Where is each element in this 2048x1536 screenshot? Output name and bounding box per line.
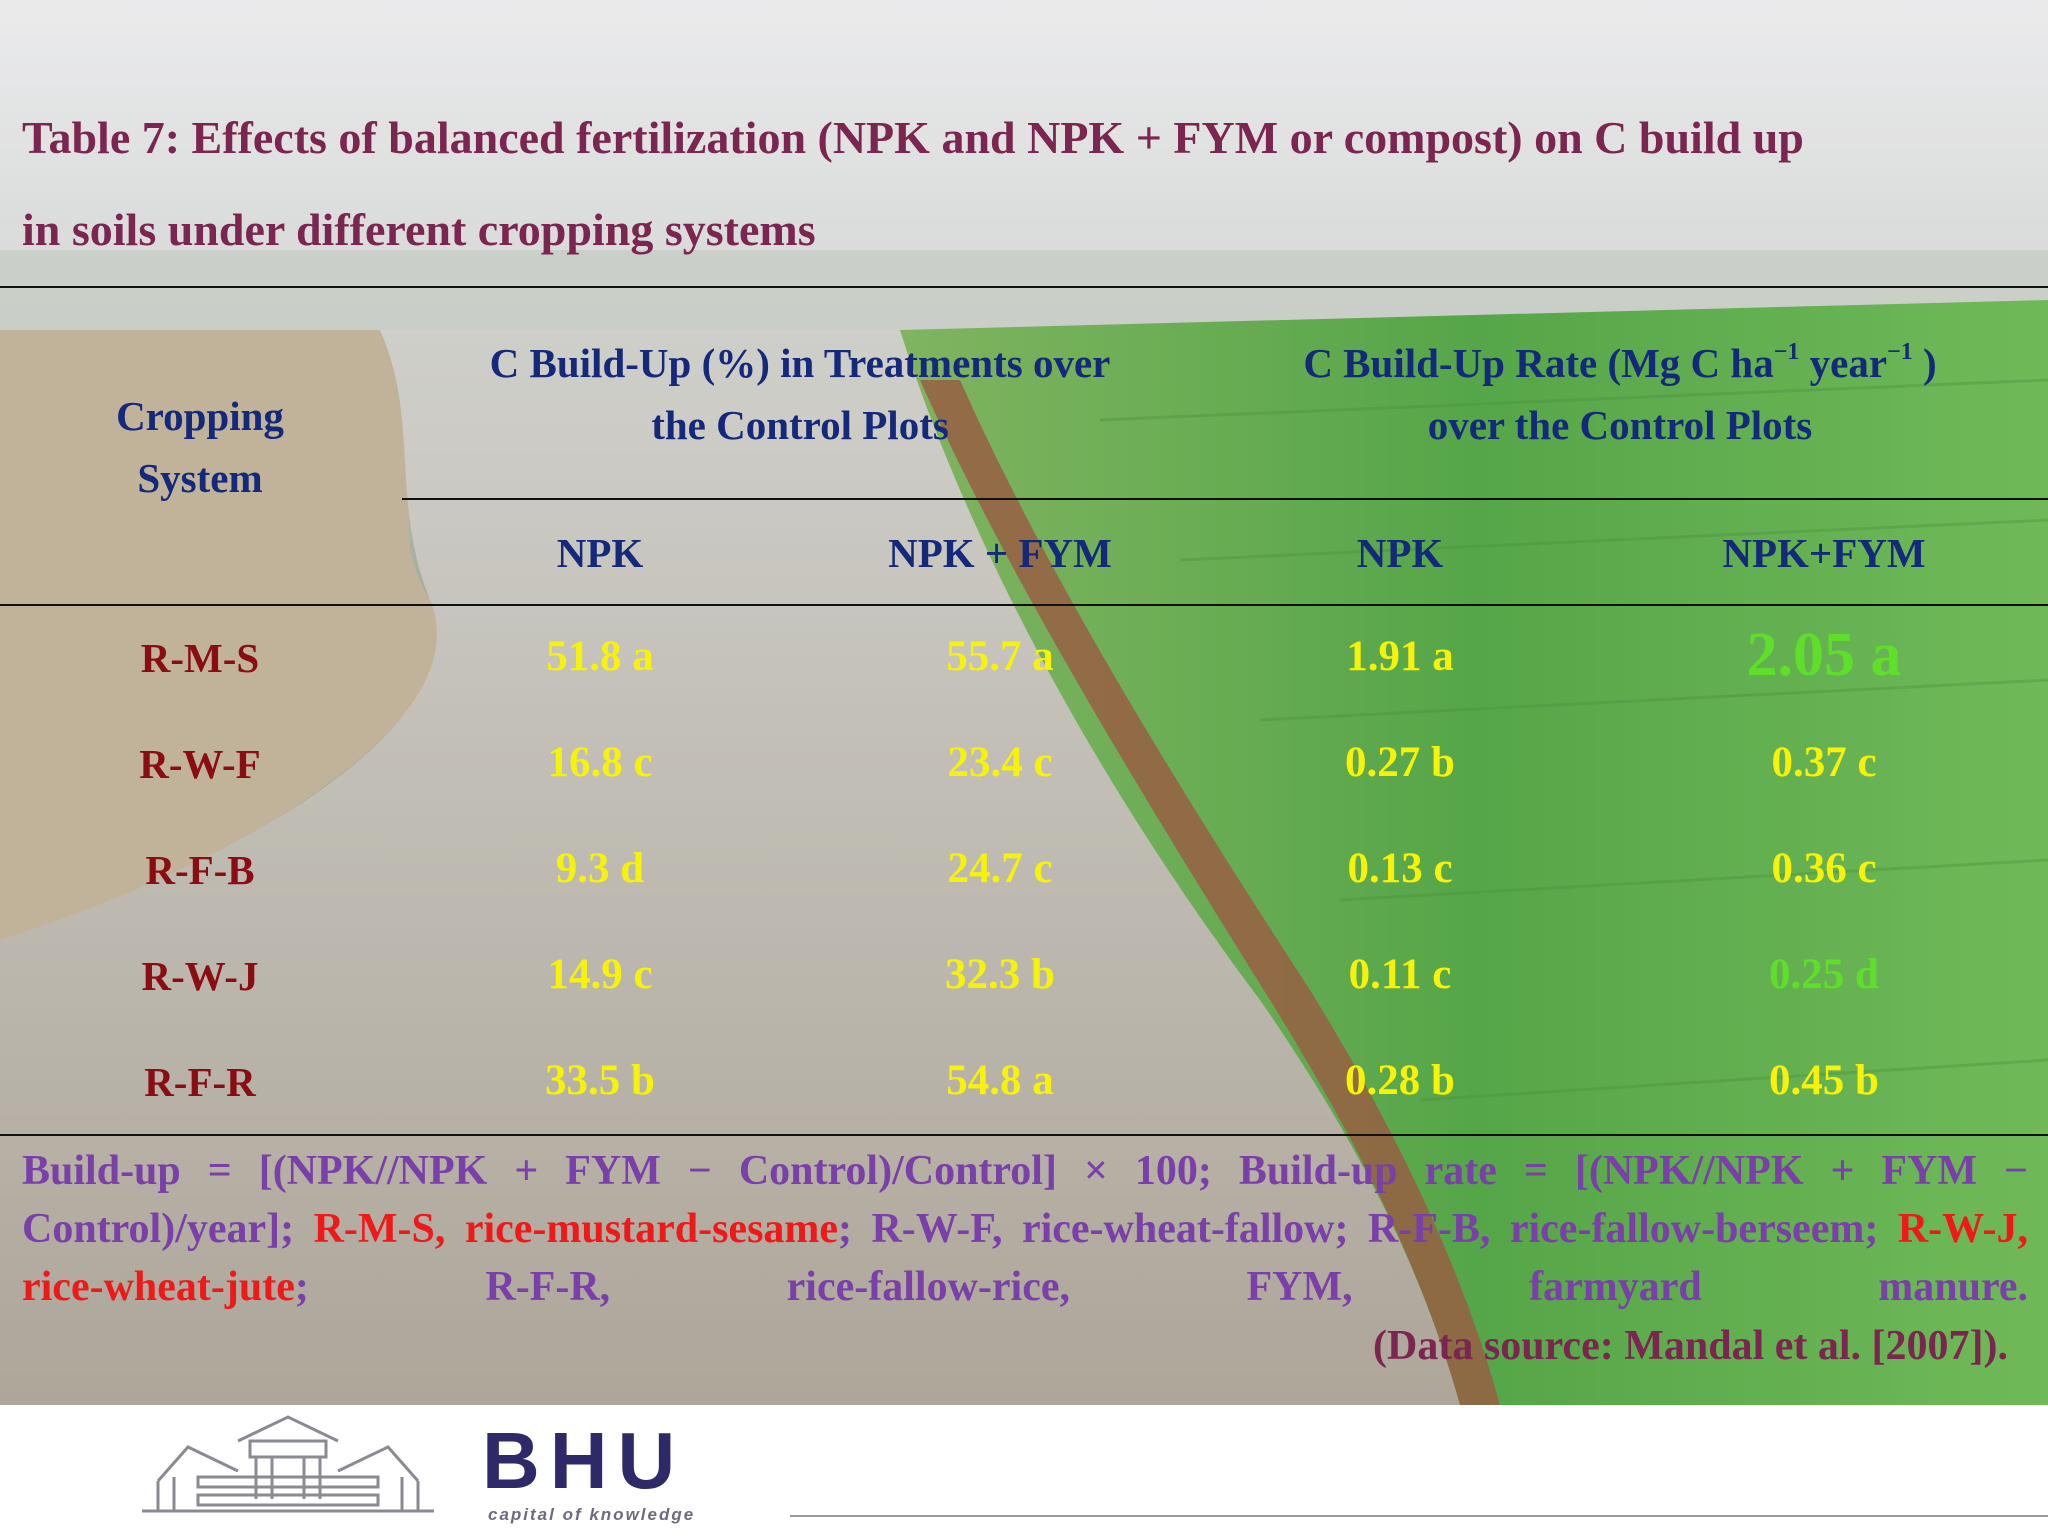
- footnote-rms: R-M-S, rice-mustard-sesame: [313, 1206, 839, 1252]
- header-build-up-percent: C Build-Up (%) in Treatments over the Con…: [489, 340, 1111, 448]
- row-label: R-W-J: [141, 953, 259, 999]
- subheader-npk-fym-percent: NPK + FYM: [888, 530, 1112, 576]
- cell-npk-rate: 0.27 b: [1345, 739, 1455, 786]
- header-bottom-rule: [0, 604, 2048, 606]
- footer-divider: [790, 1515, 2048, 1517]
- row-label: R-F-R: [144, 1059, 256, 1105]
- cell-npk-fym-rate: 0.36 c: [1771, 845, 1877, 892]
- cell-npk-fym-rate: 0.37 c: [1771, 739, 1877, 786]
- row-label: R-M-S: [140, 635, 260, 681]
- cell-npk-percent: 9.3 d: [555, 845, 645, 892]
- slide-title: Table 7: Effects of balanced fertilizati…: [22, 92, 2032, 276]
- cell-npk-rate: 0.28 b: [1345, 1057, 1455, 1104]
- subheader-npk-percent: NPK: [556, 530, 644, 576]
- title-line-1: Table 7: Effects of balanced fertilizati…: [22, 112, 1804, 163]
- bhu-building-icon: [142, 1415, 434, 1513]
- data-source: (Data source: Mandal et al. [2007]).: [1373, 1323, 2008, 1369]
- bhu-logo-text: BHU: [482, 1416, 686, 1505]
- table-bottom-rule: [0, 1134, 2048, 1136]
- subheader-npk-fym-rate: NPK+FYM: [1722, 530, 1926, 576]
- cell-npk-percent: 14.9 c: [547, 951, 653, 998]
- row-label: R-W-F: [139, 741, 261, 787]
- table-top-rule: [0, 286, 2048, 288]
- row-label: R-F-B: [145, 847, 255, 893]
- footnote-rwj: R-W-J, rice-wheat-jute: [22, 1206, 2028, 1310]
- cell-npk-rate: 0.13 c: [1347, 845, 1453, 892]
- cell-npk-fym-rate: 0.25 d: [1769, 951, 1879, 998]
- cell-npk-percent: 16.8 c: [547, 739, 653, 786]
- cell-npk-fym-percent: 23.4 c: [947, 739, 1053, 786]
- header-build-up-rate: C Build-Up Rate (Mg C ha−1 year−1 ) over …: [1303, 339, 1937, 448]
- cell-npk-fym-percent: 24.7 c: [947, 845, 1053, 892]
- cell-npk-rate: 1.91 a: [1346, 633, 1454, 680]
- cell-npk-fym-percent: 54.8 a: [946, 1057, 1054, 1104]
- title-line-2: in soils under different cropping system…: [22, 204, 816, 255]
- logo-tagline: capital of knowledge: [488, 1505, 696, 1524]
- cell-npk-fym-percent: 32.3 b: [945, 951, 1055, 998]
- cell-npk-fym-percent: 55.7 a: [946, 633, 1054, 680]
- header-cropping-system: Cropping System: [116, 393, 284, 501]
- header-group-rule: [402, 498, 2048, 500]
- cell-npk-rate: 0.11 c: [1348, 951, 1452, 998]
- slide-footer: BHU capital of knowledge: [0, 1405, 2048, 1536]
- table-footnote: Build-up = [(NPK//NPK + FYM − Control)/C…: [22, 1148, 2028, 1310]
- cell-npk-percent: 33.5 b: [545, 1057, 655, 1104]
- cell-npk-percent: 51.8 a: [546, 633, 654, 680]
- landscape-illustration: [0, 0, 2048, 1405]
- cell-npk-fym-rate: 0.45 b: [1769, 1057, 1879, 1104]
- background-photo: [0, 0, 2048, 1405]
- cell-npk-fym-rate: 2.05 a: [1746, 621, 1902, 689]
- subheader-npk-rate: NPK: [1356, 530, 1444, 576]
